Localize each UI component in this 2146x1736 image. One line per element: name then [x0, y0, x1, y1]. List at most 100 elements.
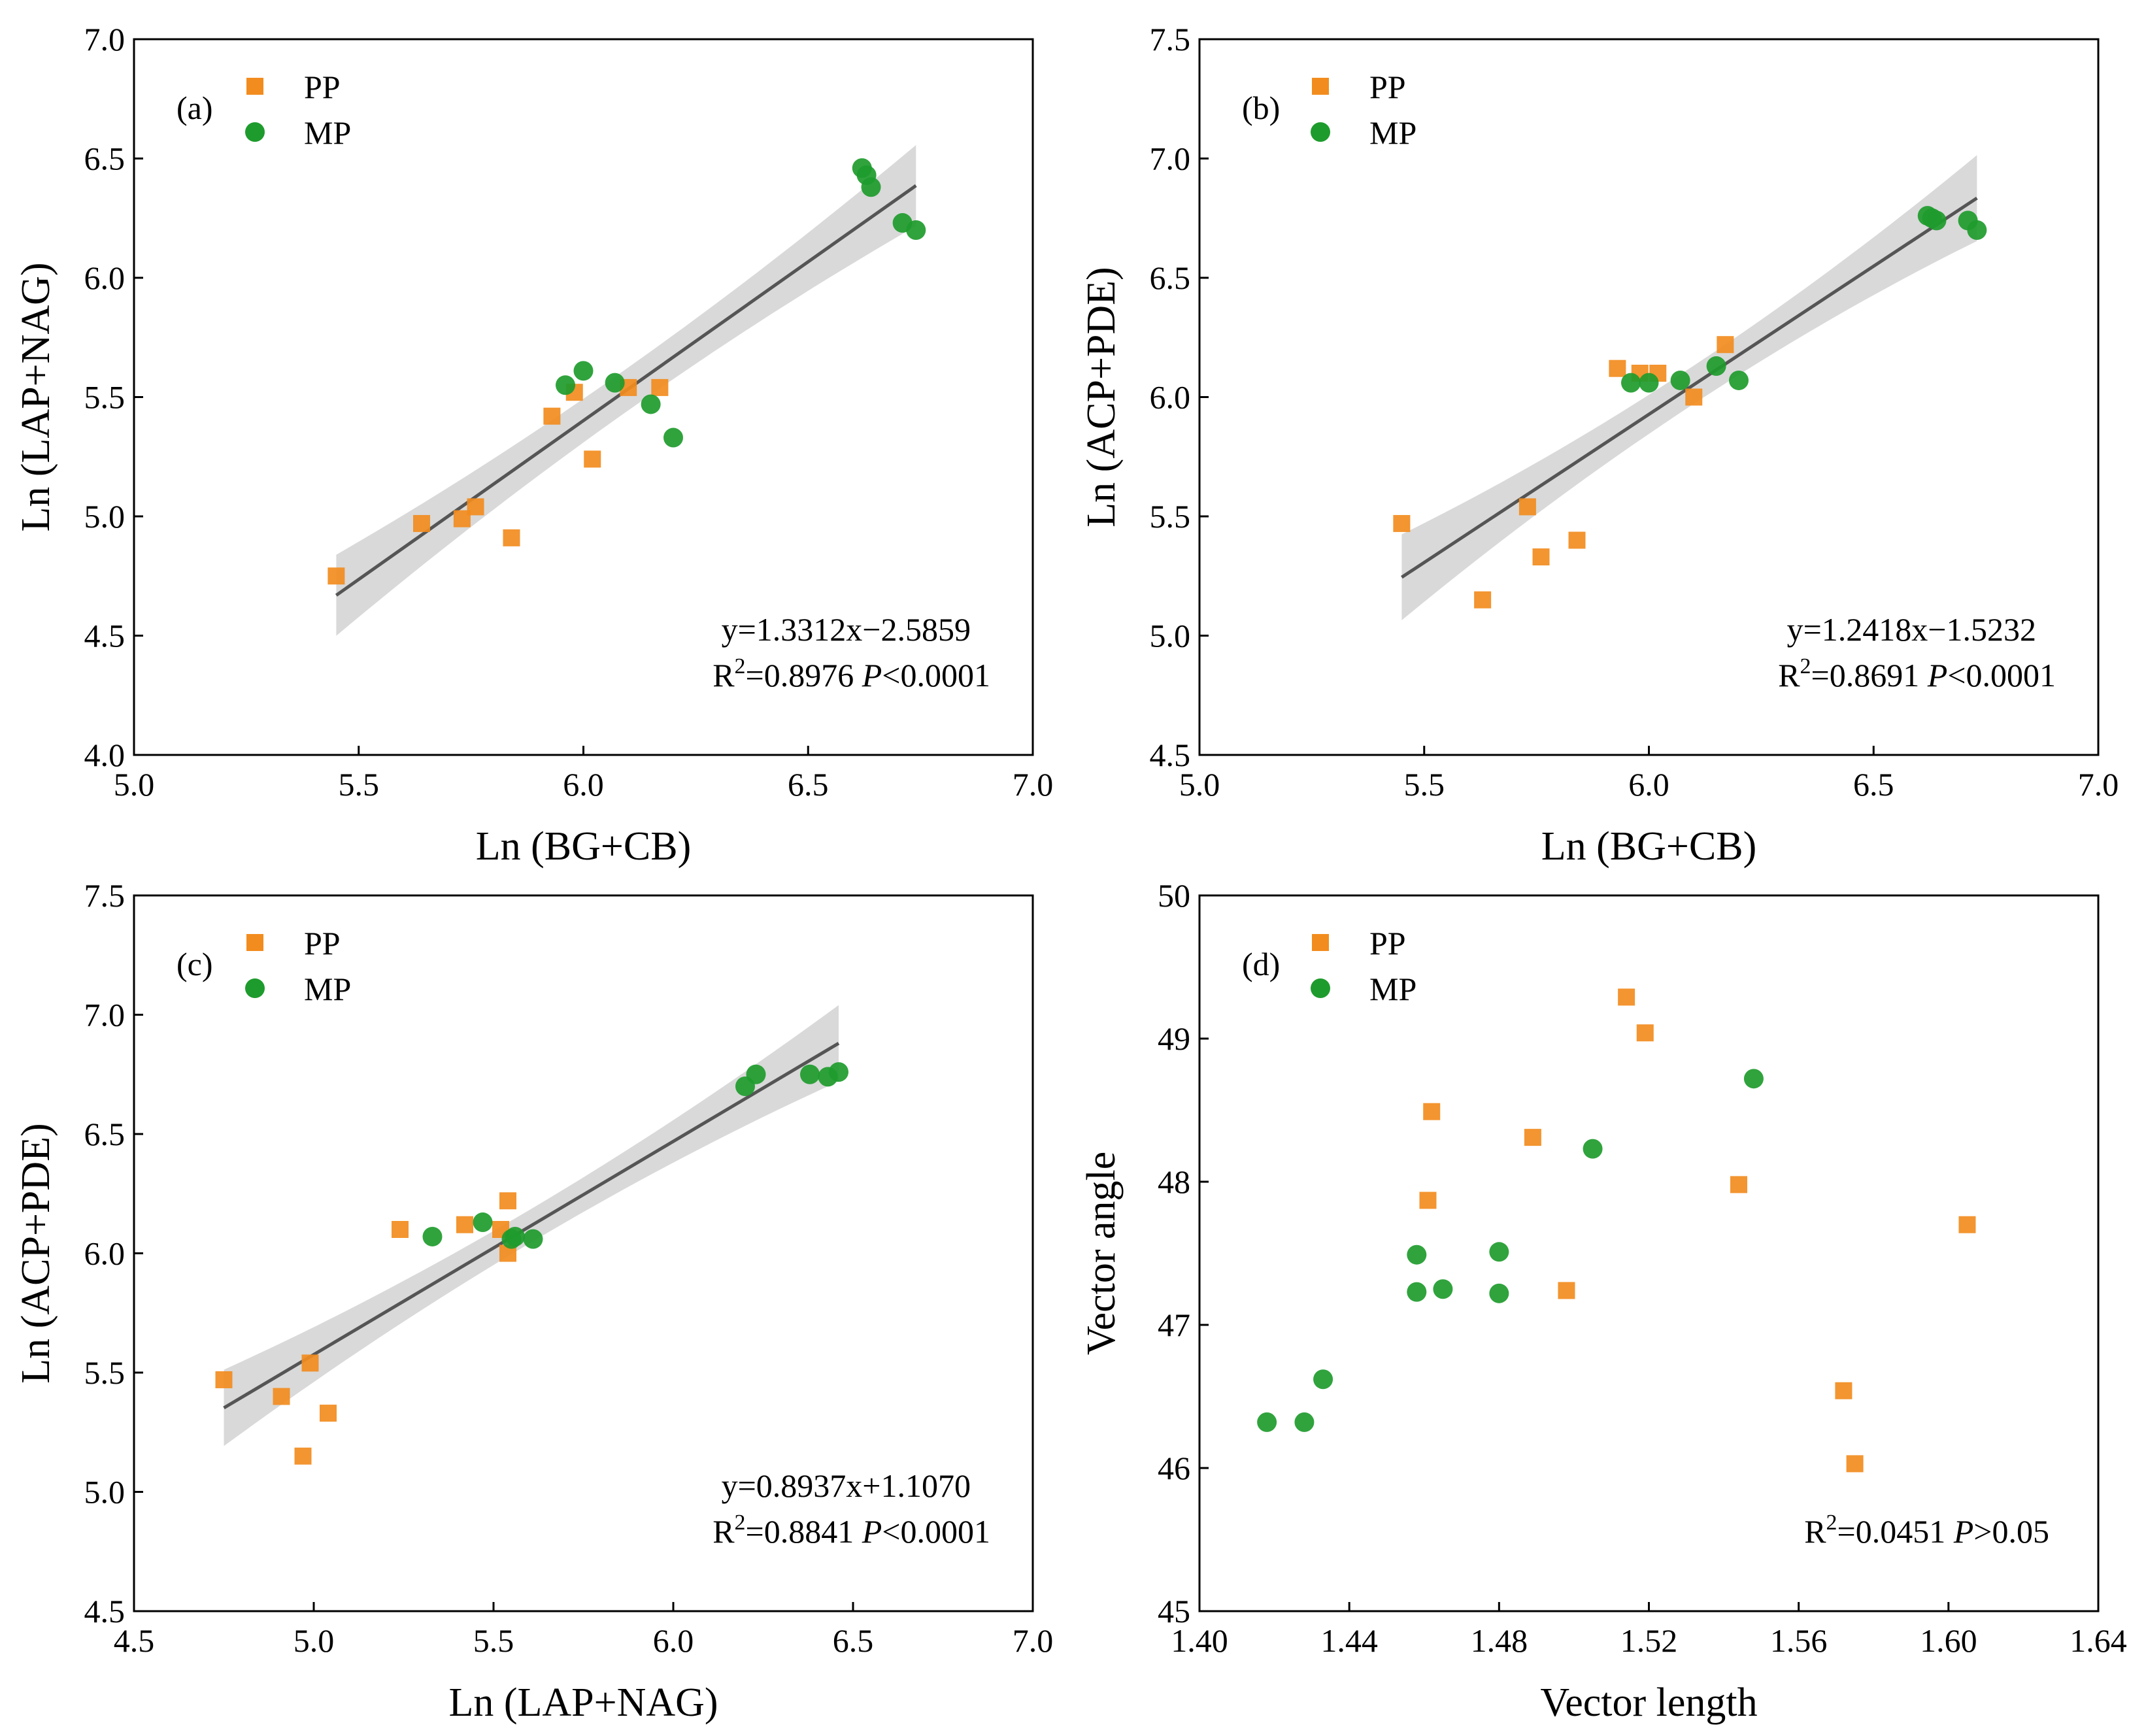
y-tick-label: 5.5 [84, 379, 126, 416]
mp-point [1489, 1242, 1509, 1262]
y-tick-label: 7.5 [84, 877, 126, 914]
mp-point [906, 220, 926, 240]
x-tick-label: 1.64 [2070, 1622, 2127, 1659]
legend-pp-label: PP [304, 925, 341, 961]
y-tick-label: 7.0 [1150, 141, 1191, 177]
pp-point [1835, 1382, 1853, 1399]
mp-point [1967, 220, 1987, 240]
pp-point [1423, 1103, 1441, 1120]
mp-point [523, 1229, 543, 1249]
mp-point [663, 427, 683, 448]
x-tick-label: 5.0 [1179, 766, 1220, 803]
x-tick-label: 1.52 [1620, 1622, 1678, 1659]
x-axis-label: Ln (BG+CB) [1541, 824, 1756, 869]
y-axis-label: Ln (LAP+NAG) [14, 262, 58, 531]
mp-point [1313, 1369, 1333, 1390]
pp-point [456, 1216, 473, 1233]
pp-point [327, 567, 345, 585]
pp-point [1393, 514, 1411, 532]
panel-d: 1.40 1.44 1.48 1.52 1.56 1.60 1.64 45 46 47 48 49 50… [1079, 877, 2127, 1725]
x-tick-label: 5.5 [473, 1622, 514, 1659]
legend-pp-marker [246, 934, 263, 951]
pp-point [1636, 1024, 1654, 1042]
x-tick-label: 1.40 [1171, 1622, 1228, 1659]
mp-point [473, 1212, 493, 1233]
legend-mp-label: MP [1369, 971, 1417, 1007]
plot-frame [1198, 894, 2100, 1612]
panel-c: 4.5 5.0 5.5 6.0 6.5 7.0 4.5 5.0 5.5 6.0 6.5 7.0 7.5 L… [14, 877, 1053, 1725]
pp-point [467, 498, 484, 516]
pp-point [1717, 336, 1734, 354]
y-tick-label: 49 [1158, 1020, 1190, 1057]
y-tick-label: 7.0 [84, 21, 126, 58]
pp-point [651, 378, 669, 396]
legend-pp-marker [1312, 934, 1329, 951]
y-tick-label: 7.0 [84, 997, 126, 1033]
mp-point [573, 361, 594, 381]
r2-p-stat: R2=0.8841 P<0.0001 [713, 1511, 990, 1550]
pp-point [543, 407, 561, 425]
pp-point [503, 529, 520, 546]
pp-point [1730, 1176, 1747, 1194]
x-tick-label: 1.44 [1320, 1622, 1378, 1659]
y-tick-label: 7.5 [1150, 21, 1191, 58]
regression-line [1400, 196, 1978, 579]
x-tick-label: 6.5 [833, 1622, 874, 1659]
legend: PP MP [1311, 925, 1417, 1007]
y-tick-label: 46 [1158, 1450, 1190, 1486]
x-tick-label: 7.0 [1013, 766, 1054, 803]
y-tick-label: 5.0 [84, 1474, 126, 1511]
pp-point [1532, 548, 1550, 566]
panel-tag: (a) [176, 90, 213, 126]
mp-point [746, 1064, 766, 1084]
pp-point [215, 1371, 233, 1388]
y-tick-label: 6.0 [1150, 379, 1191, 416]
x-tick-label: 1.48 [1471, 1622, 1528, 1659]
y-tick-label: 5.5 [1150, 498, 1191, 535]
mp-point [641, 394, 661, 414]
legend: PP MP [1311, 69, 1417, 151]
r2-p-stat: R2=0.8691 P<0.0001 [1778, 654, 2056, 693]
y-tick-label: 5.5 [84, 1354, 126, 1391]
x-tick-label: 5.0 [293, 1622, 335, 1659]
mp-point [1433, 1279, 1453, 1299]
panel-b: 5.0 5.5 6.0 6.5 7.04.55.05.56.06.57.07.5Ln (… [1079, 21, 2119, 869]
panel-tag: (b) [1242, 90, 1280, 126]
regression-equation: y=1.3312x−2.5859 [722, 611, 971, 648]
x-tick-label: 4.5 [114, 1622, 155, 1659]
y-tick-label: 45 [1158, 1593, 1190, 1629]
legend-mp-label: MP [304, 114, 351, 151]
legend-pp-marker [1312, 78, 1329, 95]
x-tick-label: 6.0 [563, 766, 604, 803]
x-tick-label: 6.5 [1853, 766, 1894, 803]
y-tick-label: 5.0 [1150, 618, 1191, 654]
mp-point [1489, 1283, 1509, 1303]
pp-point [320, 1405, 337, 1422]
legend-pp-label: PP [1369, 925, 1406, 961]
pp-point [1618, 988, 1635, 1006]
x-tick-label: 5.0 [114, 766, 155, 803]
x-tick-label: 6.5 [788, 766, 829, 803]
x-tick-label: 1.56 [1770, 1622, 1828, 1659]
y-tick-label: 4.0 [84, 737, 126, 773]
panel-tag: (c) [176, 946, 213, 982]
x-tick-label: 7.0 [2078, 766, 2119, 803]
mp-point [1583, 1139, 1603, 1159]
y-tick-label: 47 [1158, 1307, 1190, 1343]
legend-mp-marker [245, 978, 265, 998]
legend: PP MP [245, 925, 351, 1007]
pp-point [499, 1192, 516, 1210]
x-tick-label: 6.0 [653, 1622, 694, 1659]
mp-point [1670, 370, 1690, 390]
panel-a: 5.0 5.5 6.0 6.5 7.0 4.0 4.5 5.0 5.5 6.0 6.5 7.0 Ln (… [14, 21, 1053, 869]
regression-line [223, 1042, 840, 1410]
pp-point [584, 450, 601, 468]
mp-point [1407, 1282, 1427, 1302]
legend-mp-marker [1311, 978, 1330, 998]
regression-equation: y=0.8937x+1.1070 [722, 1467, 971, 1504]
mp-point [800, 1064, 820, 1084]
x-tick-label: 7.0 [1013, 1622, 1054, 1659]
legend-mp-marker [245, 122, 265, 142]
pp-point [1568, 531, 1586, 549]
mp-point [505, 1226, 525, 1246]
